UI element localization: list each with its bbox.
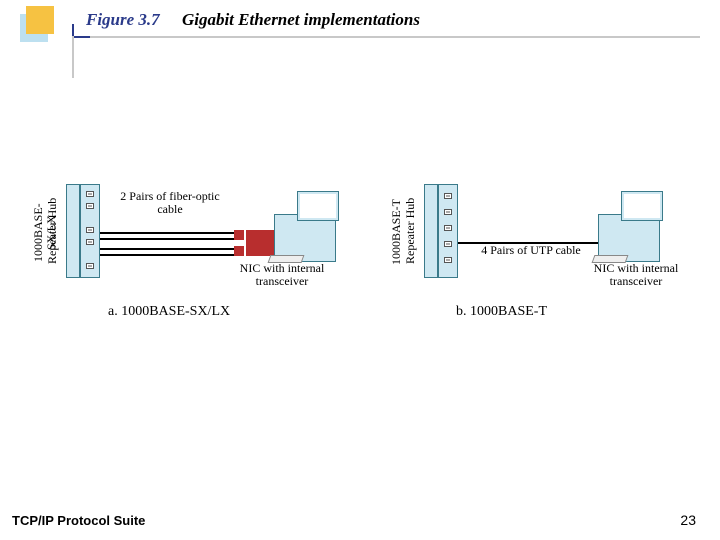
hub-b-label1: 1000BASE-T <box>390 190 403 274</box>
connector-icon <box>234 246 244 256</box>
diagram-area: 1000BASE-SX/LX Repeater Hub 2 Pairs of f… <box>38 192 678 342</box>
port-icon <box>444 241 452 247</box>
page-number: 23 <box>680 512 696 528</box>
hub-b-label2: Repeater Hub <box>404 194 417 268</box>
pc-tower <box>274 214 336 262</box>
slide-header: Figure 3.7 Gigabit Ethernet implementati… <box>20 6 700 76</box>
hub-b-body <box>424 184 438 278</box>
nic-block <box>246 230 274 256</box>
cable-line <box>100 248 238 250</box>
figure-title-row: Figure 3.7 Gigabit Ethernet implementati… <box>86 10 420 30</box>
caption-a: a. 1000BASE-SX/LX <box>108 304 230 320</box>
monitor-icon <box>297 191 339 221</box>
port-icon <box>86 263 94 269</box>
port-icon <box>444 225 452 231</box>
diagram-b: 1000BASE-T Repeater Hub 4 Pairs of UTP c… <box>396 192 696 342</box>
cable-line <box>100 238 238 240</box>
connector-icon <box>234 230 244 240</box>
port-icon <box>444 257 452 263</box>
monitor-icon <box>621 191 663 221</box>
pc-tower <box>598 214 660 262</box>
screen <box>624 194 660 218</box>
cable-b-label: 4 Pairs of UTP cable <box>466 244 596 257</box>
port-icon <box>86 203 94 209</box>
nic-b-label: NIC with internal transceiver <box>576 262 696 288</box>
header-vline <box>72 36 74 78</box>
screen <box>300 194 336 218</box>
diagram-a: 1000BASE-SX/LX Repeater Hub 2 Pairs of f… <box>38 192 368 342</box>
port-icon <box>86 191 94 197</box>
hub-a-faceplate <box>80 184 100 278</box>
header-underline <box>72 36 700 38</box>
figure-number: Figure 3.7 <box>86 10 160 29</box>
cable-line <box>100 254 238 256</box>
cable-line <box>100 232 238 234</box>
port-icon <box>444 209 452 215</box>
port-icon <box>86 239 94 245</box>
hub-a-body <box>66 184 80 278</box>
nic-a-label: NIC with internal transceiver <box>222 262 342 288</box>
corner-accent <box>26 6 54 34</box>
port-icon <box>86 227 94 233</box>
footer-source: TCP/IP Protocol Suite <box>12 513 145 528</box>
port-icon <box>444 193 452 199</box>
caption-b: b. 1000BASE-T <box>456 304 547 320</box>
hub-a-label2: Repeater Hub <box>46 194 59 268</box>
cable-a-label: 2 Pairs of fiber-optic cable <box>110 190 230 216</box>
hub-b-faceplate <box>438 184 458 278</box>
figure-title: Gigabit Ethernet implementations <box>182 10 420 29</box>
